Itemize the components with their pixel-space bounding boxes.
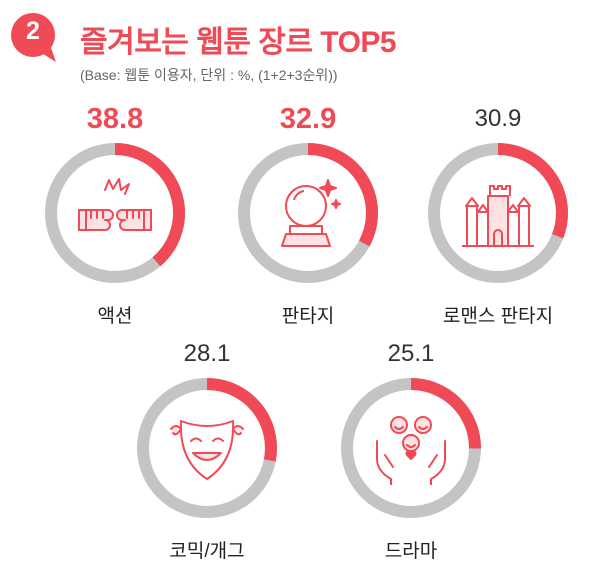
number-badge: 2	[10, 12, 64, 66]
chart-subtitle: (Base: 웹툰 이용자, 단위 : %, (1+2+3순위))	[80, 67, 338, 83]
donut-value-arc	[410, 378, 481, 449]
donut-value-arc	[114, 143, 185, 267]
donut-value-arc	[307, 143, 378, 247]
category-label: 드라마	[384, 541, 438, 562]
category-label: 판타지	[281, 306, 335, 327]
chart-title: 즐겨보는 웹툰 장르 TOP5	[80, 26, 397, 59]
category-label: 로맨스 판타지	[442, 306, 554, 327]
donut-ring	[341, 378, 481, 518]
donut-ring	[428, 143, 568, 283]
category-label: 액션	[97, 306, 133, 327]
chart-header: 2 즐겨보는 웹툰 장르 TOP5 (Base: 웹툰 이용자, 단위 : %,…	[10, 12, 590, 83]
emotions-hands-icon	[376, 416, 446, 485]
value-label: 32.9	[279, 103, 337, 135]
speech-bubble-icon	[11, 13, 56, 62]
category-label: 코믹/개그	[169, 541, 245, 562]
value-label: 25.1	[387, 340, 435, 367]
donut-value-arc	[497, 143, 568, 239]
value-label: 28.1	[183, 340, 231, 367]
castle-icon	[462, 185, 534, 247]
badge-number: 2	[26, 17, 40, 45]
smile-mask-icon	[170, 420, 244, 480]
value-label: 38.8	[86, 103, 144, 135]
crystal-ball-icon	[281, 179, 341, 247]
donut-ring	[45, 143, 185, 283]
donut-value-arc	[206, 378, 277, 462]
donut-ring	[137, 378, 277, 518]
fists-icon	[78, 178, 152, 231]
donut-ring	[238, 143, 378, 283]
value-label: 30.9	[474, 105, 522, 132]
